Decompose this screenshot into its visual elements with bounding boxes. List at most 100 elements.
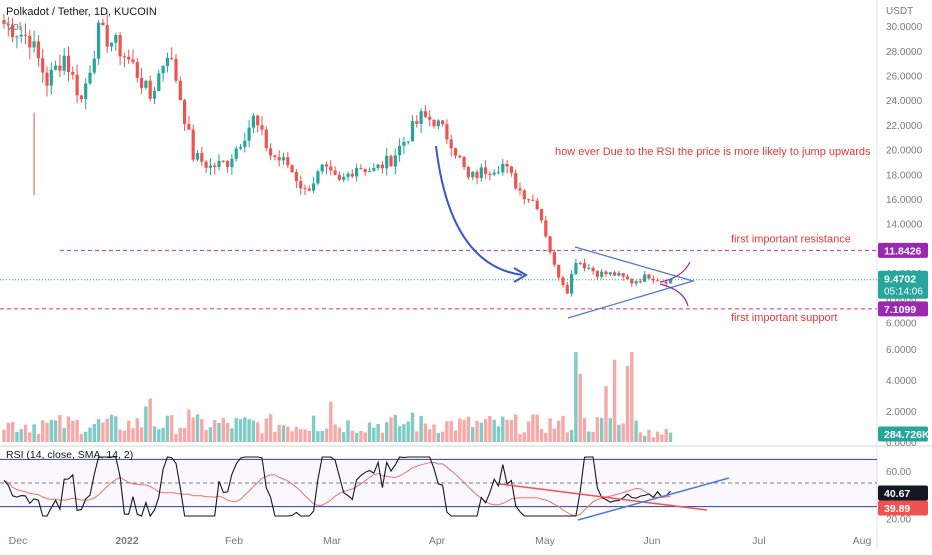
candle-body xyxy=(488,173,492,175)
candle-body xyxy=(656,280,660,282)
volume-bar xyxy=(174,434,178,442)
candle-body xyxy=(109,42,114,47)
volume-bar xyxy=(458,418,462,442)
candle-body xyxy=(337,174,341,180)
candle-body xyxy=(621,273,625,277)
symbol-title: Polkadot / Tether, 1D, KUCOIN xyxy=(6,6,157,18)
candle-body xyxy=(570,274,574,294)
volume-bar xyxy=(264,418,268,442)
volume-bar xyxy=(445,421,449,442)
volume-bar xyxy=(643,435,647,442)
candle-body xyxy=(389,155,393,167)
candle-body xyxy=(157,73,161,91)
candle-body xyxy=(531,199,535,201)
volume-bar xyxy=(53,420,58,442)
volume-bar xyxy=(514,414,518,442)
volume-bar xyxy=(329,401,333,442)
volume-bar xyxy=(225,422,230,442)
volume-bar xyxy=(359,430,363,442)
candle-body xyxy=(79,95,83,100)
volume-bar xyxy=(281,425,286,442)
volume-bar xyxy=(251,420,256,442)
volume-bar xyxy=(109,414,114,442)
volume-bar xyxy=(363,432,367,442)
volume-bar xyxy=(62,428,66,442)
candle-body xyxy=(479,167,483,178)
candle-body xyxy=(514,172,518,189)
candle-body xyxy=(88,72,92,84)
volume-bar xyxy=(217,422,221,442)
candle-body xyxy=(647,274,651,279)
price-tick: 30.0000 xyxy=(886,22,923,33)
candle-body xyxy=(58,65,62,71)
drop-arrow xyxy=(435,145,523,276)
candle-body xyxy=(496,172,501,174)
volume-bar xyxy=(578,373,582,442)
volume-bar xyxy=(655,431,660,442)
candle-body xyxy=(367,170,372,173)
candle-body xyxy=(165,57,169,66)
candle-body xyxy=(238,146,243,149)
price-tick: 24.0000 xyxy=(886,96,923,107)
volume-bar xyxy=(101,422,105,442)
candle-body xyxy=(307,188,311,191)
volume-bar xyxy=(342,432,346,442)
volume-bar xyxy=(582,418,587,442)
volume-bar xyxy=(131,428,135,442)
volume-bar xyxy=(471,427,475,442)
volume-bar xyxy=(522,432,526,442)
volume-bar xyxy=(243,417,247,442)
candle-body xyxy=(484,167,488,174)
x-tick: Jul xyxy=(752,535,765,547)
last-price-bg xyxy=(878,270,928,299)
candle-body xyxy=(410,121,415,142)
triangle-pattern xyxy=(567,246,696,319)
candle-body xyxy=(355,168,359,177)
volume-bar xyxy=(419,415,423,442)
candle-body xyxy=(527,199,531,201)
rsi-title: RSI (14, close, SMA, 14, 2) xyxy=(6,449,133,461)
candle-body xyxy=(342,176,346,180)
volume-bar xyxy=(230,428,234,442)
volume-bar xyxy=(15,431,19,442)
volume-bar xyxy=(161,427,165,442)
candle-body xyxy=(269,148,273,156)
candle-body xyxy=(539,209,544,221)
candle-body xyxy=(548,236,552,253)
support-annotation: first important support xyxy=(731,312,837,324)
candle-body xyxy=(195,153,200,160)
volume-bar xyxy=(449,421,453,442)
candle-body xyxy=(591,267,595,272)
volume-bar xyxy=(10,421,15,442)
volume-bar xyxy=(380,432,385,442)
candle-body xyxy=(505,163,509,167)
candle-body xyxy=(561,277,565,285)
volume-bar xyxy=(505,419,509,442)
candle-body xyxy=(453,148,458,156)
volume-bar xyxy=(651,437,655,442)
candle-body xyxy=(449,139,453,149)
volume-bar xyxy=(647,429,651,442)
candle-body xyxy=(213,165,217,168)
volume-bar xyxy=(638,432,643,442)
candle-body xyxy=(445,124,449,140)
volume-bar xyxy=(479,422,483,442)
candle-body xyxy=(441,120,445,125)
volume-bar xyxy=(660,434,664,442)
candle-body xyxy=(71,72,75,75)
candle-body xyxy=(608,272,612,275)
volume-bar xyxy=(496,426,501,442)
volume-bar xyxy=(574,352,578,442)
volume-bar xyxy=(127,420,131,442)
candle-body xyxy=(75,74,79,96)
candle-body xyxy=(161,65,165,74)
volume-bar xyxy=(122,430,127,442)
volume-bar xyxy=(617,424,621,442)
candle-body xyxy=(492,172,496,175)
candle-body xyxy=(251,115,255,128)
price-tick: 14.0000 xyxy=(886,220,923,231)
candle-body xyxy=(19,34,23,37)
volume-bar xyxy=(45,422,49,442)
